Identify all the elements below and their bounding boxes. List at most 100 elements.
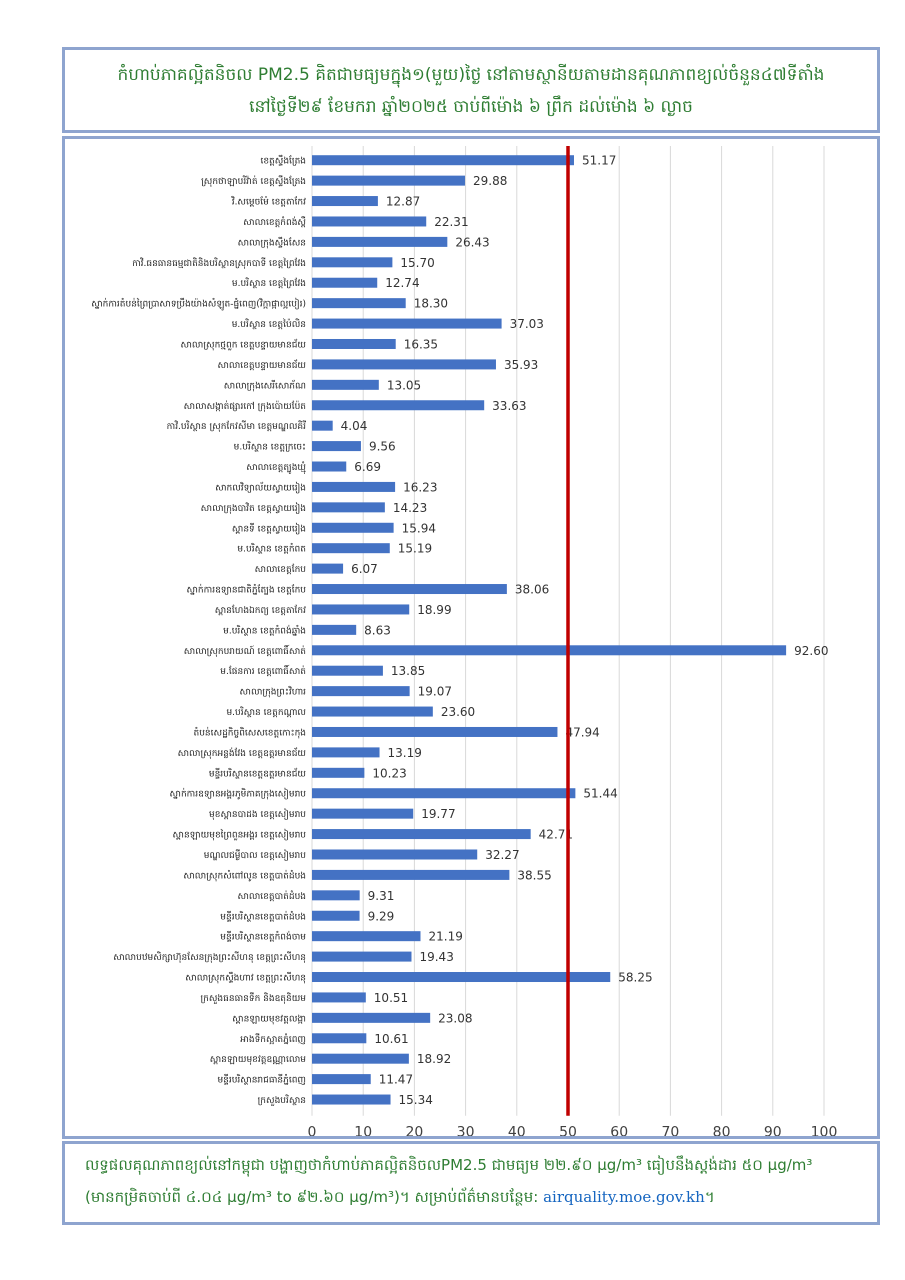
value-label: 19.07 <box>418 685 452 699</box>
value-label: 19.77 <box>421 807 455 821</box>
chart-panel: ខេត្តស្ទឹងត្រែងស្រុកថាឡាបរិវ៉ាត់ ខេត្តស្… <box>62 136 880 1141</box>
value-labels: 51.17 29.88 12.87 22.31 26.43 15.70 12.74 18.30… <box>341 154 829 1107</box>
category-label: វិ.សម្តេចម៉ែ ខេត្តតាកែវ <box>231 196 307 208</box>
value-label: 38.06 <box>515 583 549 597</box>
x-tick-label: 40 <box>508 1125 526 1136</box>
category-label: សាលាស្រុកសំពៅលូន ខេត្តបាត់ដំបង <box>183 869 306 881</box>
bar <box>312 481 396 492</box>
bar <box>312 849 478 860</box>
value-label: 14.23 <box>393 501 427 515</box>
bar <box>312 604 410 615</box>
value-label: 12.74 <box>385 276 419 290</box>
x-tick-label: 100 <box>811 1125 838 1136</box>
category-label: ស្នាក់ការឧទ្យានជាតិភ្នំត្បែង ខេត្តកែប <box>187 584 307 596</box>
category-label: ម.បរិស្ថាន ខេត្តព្រៃវែង <box>232 277 306 289</box>
value-label: 16.35 <box>404 337 438 351</box>
bar <box>312 686 410 697</box>
value-label: 15.34 <box>399 1093 433 1107</box>
x-tick-label: 70 <box>661 1125 679 1136</box>
footer-panel: លទ្ធផលគុណភាពខ្យល់នៅកម្ពុជា បង្ហាញថាកំហាប… <box>62 1141 880 1225</box>
bar <box>312 706 433 717</box>
value-label: 42.71 <box>539 828 573 842</box>
footer-line-1: លទ្ធផលគុណភាពខ្យល់នៅកម្ពុជា បង្ហាញថាកំហាប… <box>85 1156 813 1174</box>
x-tick-label: 60 <box>610 1125 628 1136</box>
bar <box>312 624 357 635</box>
category-label: សាលាសង្កាត់ផ្សារកៅ ក្រុងប៉ោយប៉ែត <box>184 400 307 412</box>
category-label: មុខស្ពានបាដង ខេត្តសៀមរាប <box>209 808 306 820</box>
value-label: 13.05 <box>387 378 421 392</box>
bar <box>312 216 427 227</box>
category-label: ស្រុកថាឡាបរិវ៉ាត់ ខេត្តស្ទឹងត្រែង <box>201 175 306 187</box>
value-label: 6.07 <box>351 562 378 576</box>
bar <box>312 972 611 983</box>
bar <box>312 1094 391 1105</box>
bar <box>312 788 576 799</box>
value-label: 13.19 <box>388 746 422 760</box>
category-label: ម.បរិស្ថាន ខេត្តក្រចេះ <box>234 441 306 453</box>
category-label: ស្ពានឡាយមុខព្រៃពួនអង្គរ ខេត្តសៀមរាប <box>173 829 307 841</box>
category-label: សាលាស្រុកបរាយណ៍ ខេត្តពោធិ៍សាត់ <box>184 644 307 657</box>
value-label: 35.93 <box>504 358 538 372</box>
value-label: 18.99 <box>417 603 451 617</box>
bar <box>312 461 347 472</box>
bar <box>312 522 394 533</box>
bar <box>312 808 414 819</box>
category-label: ក្រសួងបរិស្ថាន <box>258 1094 306 1106</box>
value-label: 32.27 <box>485 848 519 862</box>
bar <box>312 277 378 288</box>
value-label: 10.51 <box>374 991 408 1005</box>
category-label: សាលាស្រុកស្ទឹងហាវ ខេត្តព្រះសីហនុ <box>185 972 306 984</box>
value-label: 23.08 <box>438 1011 472 1025</box>
bar <box>312 257 393 268</box>
value-label: 18.92 <box>417 1052 451 1066</box>
value-label: 19.43 <box>419 950 453 964</box>
value-label: 12.87 <box>386 195 420 209</box>
category-label: មន្ទីរបរិស្ថានខេត្តកំពង់ចាម <box>220 931 306 943</box>
x-tick-label: 90 <box>764 1125 782 1136</box>
category-label: អាងទឹកស្អាតភ្នំពេញ <box>240 1033 306 1045</box>
bar-chart: ខេត្តស្ទឹងត្រែងស្រុកថាឡាបរិវ៉ាត់ ខេត្តស្… <box>91 146 838 1141</box>
category-label: សាលាខេត្តកំពង់ស្ពឺ <box>243 216 306 228</box>
category-label: ខេត្តស្ទឹងត្រែង <box>260 155 306 167</box>
bar <box>312 1074 371 1085</box>
bar <box>312 1012 431 1023</box>
category-label: សាលាខេត្តបាត់ដំបង <box>237 890 306 902</box>
bar <box>312 829 531 840</box>
value-label: 9.31 <box>368 889 395 903</box>
x-tick-label: 0 <box>308 1125 317 1136</box>
value-label: 37.03 <box>510 317 544 331</box>
value-label: 15.94 <box>402 521 436 535</box>
footer-line-2-text: (មានកម្រិតចាប់ពី ៤.០៤ µg/m³ to ៩២.៦០ µg/… <box>85 1188 544 1206</box>
category-label: សាលាខេត្តកែប <box>255 563 307 575</box>
bar <box>312 726 558 737</box>
category-label: មន្ទីរបរិស្ថានខេត្តបាត់ដំបង <box>220 910 306 922</box>
category-label: ម.បរិស្ថាន ខេត្តប៉ៃលិន <box>232 318 306 330</box>
category-label: សាលាបឋមសិក្សាហ៊ុនសែនក្រុងព្រះសីហនុ ខេត្ត… <box>113 951 306 963</box>
value-label: 9.56 <box>369 440 396 454</box>
website-link[interactable]: airquality.moe.gov.kh <box>543 1188 705 1206</box>
bar <box>312 298 406 309</box>
bar <box>312 236 448 247</box>
x-tick-label: 80 <box>713 1125 731 1136</box>
category-label: សាកលវិទ្យាល័យស្វាយរៀង <box>215 481 306 493</box>
bar <box>312 196 378 207</box>
bar <box>312 318 502 329</box>
bar <box>312 1053 409 1064</box>
category-label: កាវិ.ធនធានធម្មជាតិនិងបរិស្ថានស្រុកបាទី ខ… <box>132 257 306 269</box>
category-label: ស្នាក់ការឧទ្យានអង្គរភូមិភាគក្រុងសៀមរាប <box>170 788 307 800</box>
bar <box>312 563 344 574</box>
category-label: ម.បរិស្ថាន ខេត្តកំពង់ឆ្នាំង <box>223 624 306 636</box>
x-tick-label: 30 <box>457 1125 475 1136</box>
bar <box>312 767 365 778</box>
category-label: ស្ពានឡាយមុខវត្តឧណ្ណាលោម <box>210 1055 307 1065</box>
category-labels: ខេត្តស្ទឹងត្រែងស្រុកថាឡាបរិវ៉ាត់ ខេត្តស្… <box>91 155 306 1106</box>
bar <box>312 869 510 880</box>
category-label: តំបន់សេដ្ឋកិច្ចពិសេសខេត្តកោះកុង <box>194 726 307 738</box>
value-label: 26.43 <box>455 235 489 249</box>
value-label: 10.61 <box>374 1032 408 1046</box>
value-label: 9.29 <box>368 909 395 923</box>
value-label: 13.85 <box>391 664 425 678</box>
category-label: សាលាខេត្តត្បូងឃ្មុំ <box>246 461 306 474</box>
bar <box>312 931 421 942</box>
bar <box>312 420 333 431</box>
